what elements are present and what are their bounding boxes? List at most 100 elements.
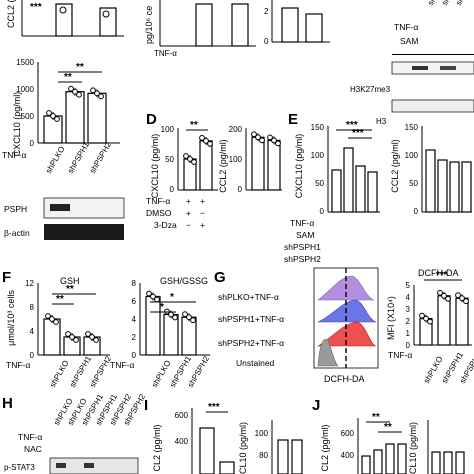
y-tick: 0 [414, 207, 419, 216]
data-point [146, 290, 152, 297]
i-bar [219, 461, 235, 474]
y-tick: 4 [132, 315, 137, 324]
f-title-1: GSH [60, 276, 80, 286]
j-bar [397, 443, 407, 474]
g-bar-ylabel: MFI (X10⁴) [386, 296, 396, 340]
i-ylabel-2: CL10 (pg/ml) [238, 422, 248, 474]
y-tick: 4 [30, 327, 35, 336]
chart-bar [267, 139, 281, 191]
chart-bar [251, 136, 265, 191]
panel-label: J [312, 397, 320, 414]
y-tick: 8 [30, 303, 35, 312]
data-point [187, 156, 193, 162]
g-row: Unstained [236, 358, 275, 368]
data-point [455, 292, 461, 299]
y-tick: 600 [175, 411, 189, 420]
g-row: shPLKO+TNF-α [218, 292, 279, 302]
sig-marker: * [170, 292, 174, 303]
d-sign: + [200, 196, 205, 206]
d-bars-1 [183, 135, 213, 191]
sig-marker: *** [352, 128, 364, 139]
data-point [271, 137, 277, 144]
data-point [89, 334, 95, 340]
g-row: shPSPH1+TNF-α [218, 314, 284, 324]
data-point [68, 85, 74, 92]
data-point [85, 331, 91, 337]
e-bar [343, 147, 354, 213]
x-label: shPSPH2 [88, 140, 113, 175]
sig-marker: ** [56, 294, 64, 305]
top-c-tick0: 0 [264, 37, 269, 46]
panel-e: E CXCL10 (pg/ml) 0 50 100 150 *** *** CC… [284, 111, 472, 264]
data-point [259, 137, 265, 144]
data-point [199, 135, 205, 141]
sig-marker: ** [190, 120, 198, 131]
sig-marker: *** [208, 402, 220, 413]
f-ylabel: μmol/10³ cells [6, 290, 16, 346]
f-tnf-2: TNF-α [110, 360, 134, 370]
sig-marker: * [160, 302, 164, 313]
chart-bar [87, 92, 107, 144]
y-tick: 100 [405, 151, 419, 160]
blot-h3 [391, 99, 474, 113]
y-tick: 150 [405, 123, 419, 132]
top-a-dot [102, 10, 110, 18]
d-sign: − [186, 220, 191, 230]
top-b-bar [231, 3, 249, 47]
j-bar [455, 451, 465, 474]
d-bars-2 [251, 131, 281, 191]
g-bar-title: DCFH-DA [418, 268, 459, 278]
e-ylabel-1: CXCL10 (pg/ml) [294, 134, 304, 199]
f-bars-1 [43, 313, 101, 356]
data-point [90, 87, 96, 94]
y-tick: 50 [315, 179, 324, 188]
f-title-2: GSH/GSSG [160, 276, 208, 286]
data-point [423, 315, 429, 322]
blot-h3-label: H3 [376, 117, 387, 126]
top-b-ylabel: pg/10⁶ ce [144, 6, 154, 44]
e-bar [461, 161, 472, 213]
data-point [190, 317, 196, 324]
chart-bar [437, 295, 451, 346]
top-sh: sh [454, 0, 466, 7]
y-tick: 0 [30, 351, 35, 360]
e-bar [437, 159, 448, 213]
data-point [94, 90, 100, 97]
e-bar [449, 161, 460, 213]
data-point [437, 289, 443, 296]
chart-bar [163, 313, 179, 356]
cxcl10-bars [43, 85, 107, 144]
y-tick: 0 [320, 207, 325, 216]
g-xlabel: DCFH-DA [324, 374, 365, 384]
data-point [49, 316, 55, 322]
d-dmso: DMSO [146, 208, 172, 218]
e-bar [355, 165, 366, 213]
g-bars [419, 289, 469, 346]
h-tnf: TNF-α [18, 432, 42, 442]
top-sh: sh [426, 0, 438, 7]
data-point [255, 134, 261, 141]
blot-divider [392, 54, 474, 55]
panel-d: D CXCL10 (pg/ml) 0 50 100 ** CCL2 (pg/ml… [146, 111, 282, 230]
top-c-bar [305, 13, 323, 43]
y-tick: 100 [229, 155, 243, 164]
top-tnf-row: TNF-α [394, 22, 418, 32]
f-tnf: TNF-α [6, 360, 30, 370]
j-bar [373, 449, 383, 474]
d-dza: 3-Dza [154, 220, 177, 230]
chart-bar [145, 295, 161, 356]
h-stat3: p-STAT3 [4, 463, 35, 472]
y-tick: 2 [406, 317, 411, 326]
top-sig: *** [30, 2, 42, 13]
blot-actin-label: β-actin [4, 228, 30, 238]
e-sh2: shPSPH2 [284, 254, 321, 264]
e-ylabel-2: CCL2 (pg/ml) [390, 139, 400, 193]
j-bar [431, 451, 441, 474]
y-tick: 400 [175, 437, 189, 446]
j-ylabel-2: CL10 (pg/ml) [408, 422, 418, 474]
f-bars-2 [145, 290, 197, 356]
d-sign: − [200, 208, 205, 218]
y-tick: 100 [311, 151, 325, 160]
e-bar [425, 149, 436, 213]
cxcl10-ylabel: CXCL10 (pg/ml) [12, 92, 22, 157]
